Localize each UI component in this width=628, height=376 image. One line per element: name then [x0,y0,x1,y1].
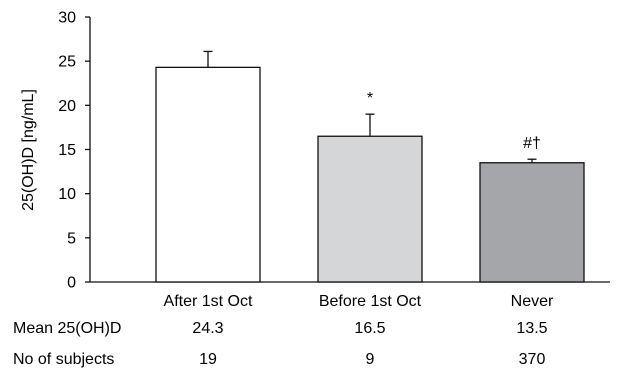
y-tick-label: 10 [58,186,76,203]
y-tick-label: 25 [58,54,76,71]
table-cell: 13.5 [516,320,547,337]
y-tick-label: 15 [58,142,76,159]
bar [155,66,261,283]
significance-marker: * [367,90,373,107]
y-tick-label: 0 [67,275,76,292]
bar [479,162,585,283]
y-tick-label: 5 [67,230,76,247]
category-label: After 1st Oct [164,293,253,310]
y-tick-label: 20 [58,98,76,115]
category-label: Never [511,293,554,310]
significance-marker: #† [523,135,541,152]
y-axis-label: 25(OH)D [ng/mL] [20,89,37,211]
table-cell: 9 [366,351,375,368]
plot-area: 0 5 10 15 20 25 30 After 1st Oct * Before 1st Oct… [13,10,610,368]
bar [317,135,423,283]
table-row-label: Mean 25(OH)D [13,320,121,337]
table-cell: 370 [519,351,546,368]
table-cell: 24.3 [192,320,223,337]
table-cell: 16.5 [354,320,385,337]
category-label: Before 1st Oct [319,293,422,310]
table-cell: 19 [199,351,217,368]
y-tick-label: 30 [58,10,76,27]
table-row-label: No of subjects [13,351,114,368]
